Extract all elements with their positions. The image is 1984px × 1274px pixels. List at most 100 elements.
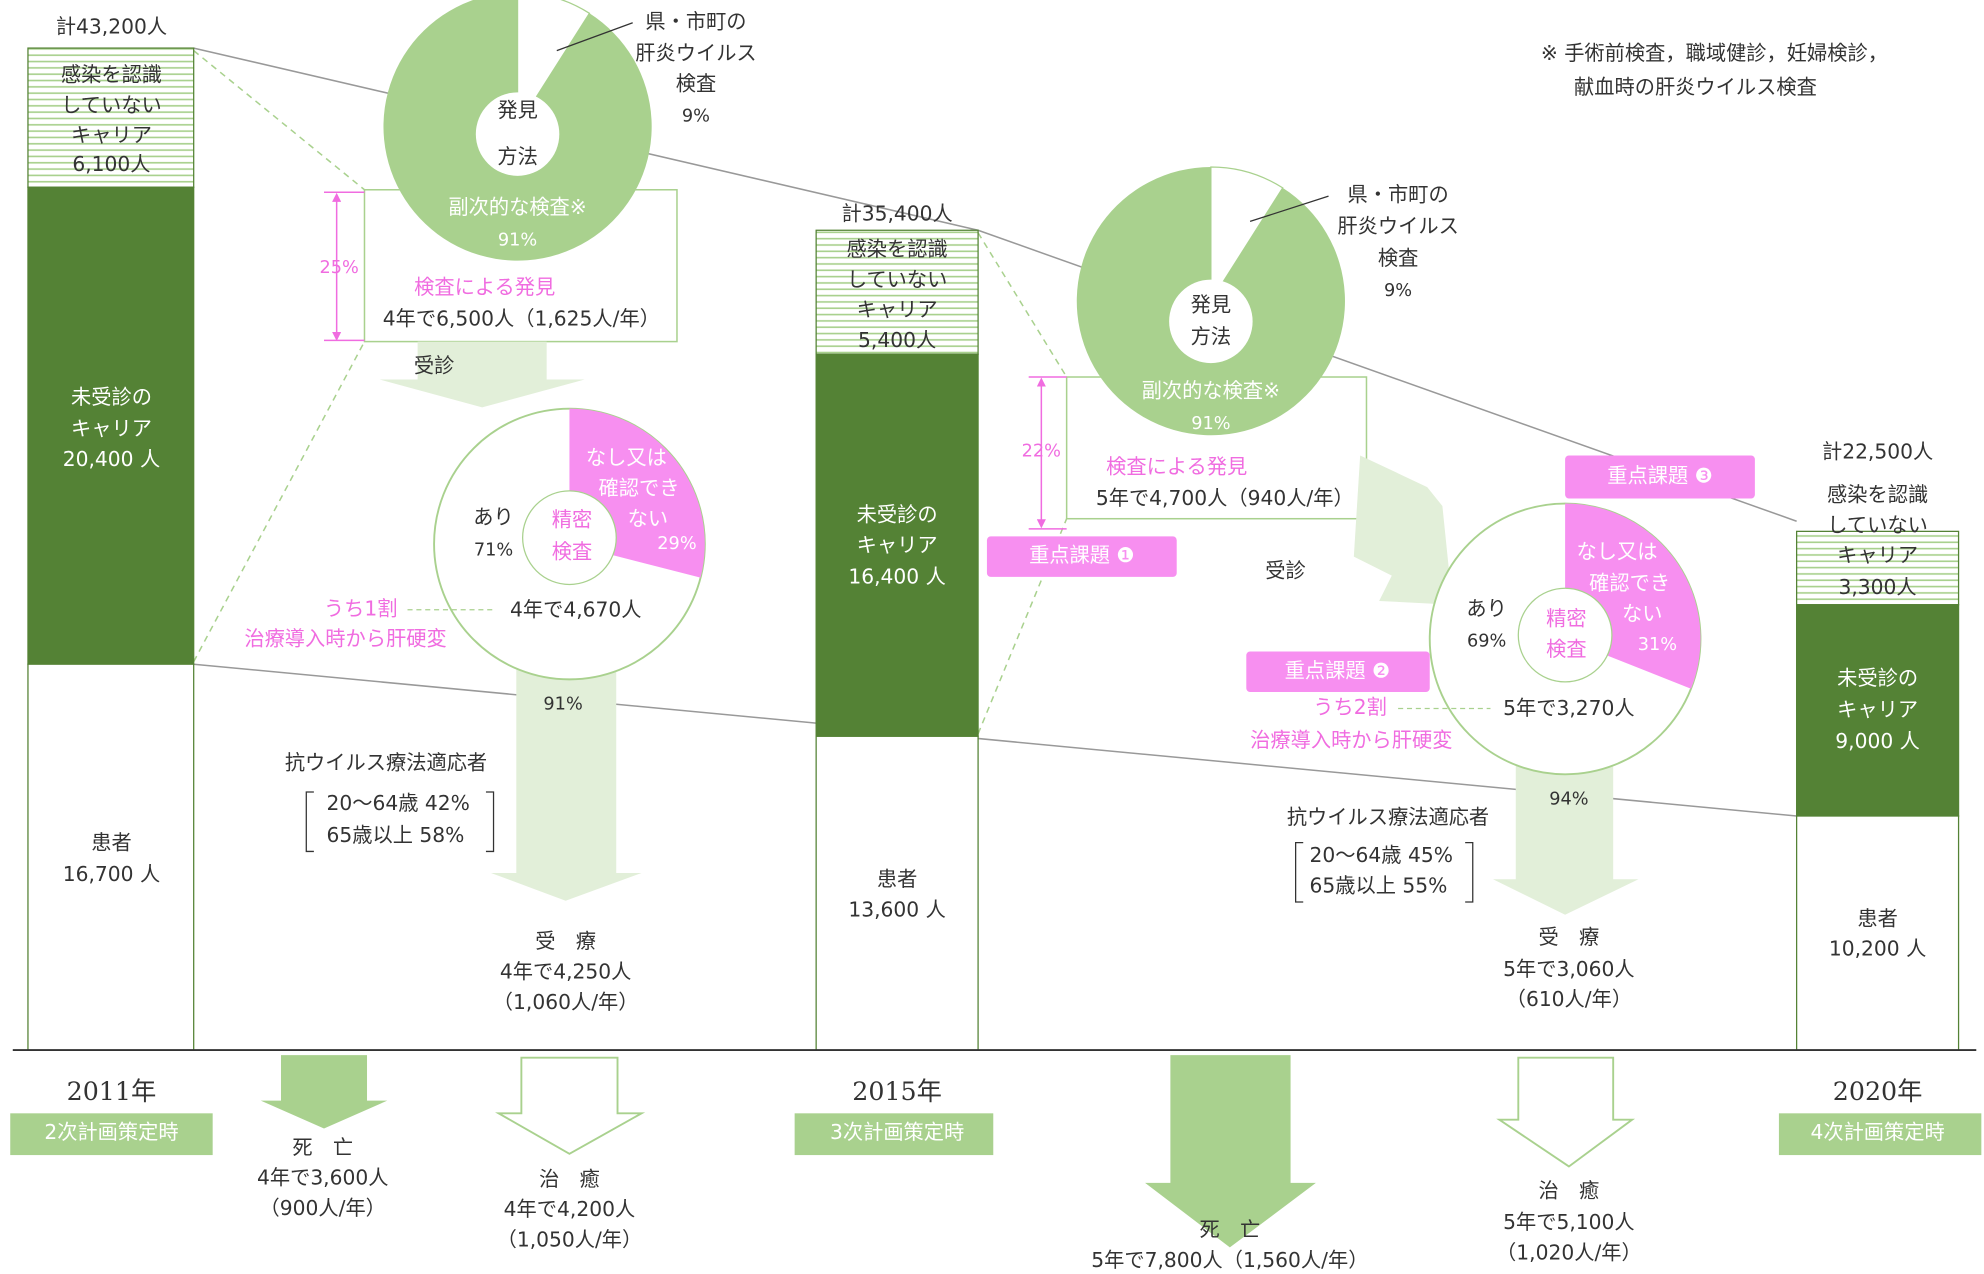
label: 29% <box>657 534 696 554</box>
label: 91% <box>1191 414 1230 434</box>
label: 計43,200人 <box>56 14 167 38</box>
label: 31% <box>1638 635 1677 655</box>
label: 治 癒 <box>1539 1178 1600 1202</box>
label: 感染を認識 <box>1827 482 1928 506</box>
label: 受診 <box>414 353 454 377</box>
label: 県・市町の <box>645 9 746 33</box>
label: 10,200 人 <box>1829 937 1926 961</box>
label: あり <box>1466 596 1506 620</box>
label: 抗ウイルス療法適応者 <box>1287 805 1489 829</box>
label: 未受診の <box>857 503 938 527</box>
label: 71% <box>474 540 513 560</box>
label: 検査 <box>1546 637 1586 661</box>
label: キャリア <box>1837 698 1918 722</box>
label: 検査による発見 <box>1106 455 1247 479</box>
columns <box>27 47 1960 1051</box>
label: 患者 <box>91 830 131 854</box>
label: （900人/年） <box>260 1196 386 1220</box>
label: 16,700 人 <box>63 862 160 886</box>
label: 抗ウイルス療法適応者 <box>285 751 487 775</box>
label: していない <box>1827 513 1928 537</box>
label: 4年で6,500人（1,625人/年） <box>383 307 660 331</box>
label: 未受診の <box>1837 666 1918 690</box>
label: キャリア <box>857 298 938 322</box>
label: 感染を認識 <box>61 62 162 86</box>
brackets <box>305 791 1474 903</box>
label: 未受診の <box>71 385 152 409</box>
issue-boxes <box>986 455 1755 693</box>
label: 9% <box>682 106 710 126</box>
label: キャリア <box>857 533 938 557</box>
outcome-arrows <box>260 1055 1636 1248</box>
label: キャリア <box>71 417 152 441</box>
label: ※ 手術前検査，職域健診，妊婦検診， <box>1541 41 1888 65</box>
label: 検査 <box>1378 246 1418 270</box>
label: 4年で4,250人 <box>500 959 632 983</box>
label: 91% <box>543 695 582 715</box>
label: 患者 <box>1857 906 1897 930</box>
label: 副次的な検査※ <box>1142 379 1280 403</box>
label: 5年で4,700人（940人/年） <box>1096 486 1354 510</box>
label: 受診 <box>1265 558 1305 582</box>
label: 肝炎ウイルス <box>1337 214 1458 238</box>
label: 5年で3,060人 <box>1503 957 1635 981</box>
label: 受 療 <box>535 929 596 953</box>
label: 2次計画策定時 <box>44 1120 178 1144</box>
label: 65歳以上 55% <box>1310 873 1448 897</box>
label: 16,400 人 <box>848 565 945 589</box>
label: 方法 <box>497 145 537 169</box>
label: うち1割 <box>324 596 398 620</box>
label: 確認でき <box>599 476 680 500</box>
label: （1,050人/年） <box>497 1228 643 1252</box>
label: 治療導入時から肝硬変 <box>1250 728 1452 752</box>
label: 死 亡 <box>1199 1217 1260 1241</box>
flow-arrows <box>379 341 1639 915</box>
label: 患者 <box>877 867 917 891</box>
label: 確認でき <box>1589 571 1670 595</box>
label: 死 亡 <box>292 1135 353 1159</box>
label: 検査 <box>552 539 592 563</box>
label: 発見 <box>497 98 537 122</box>
label: 精密 <box>552 508 592 532</box>
label: キャリア <box>1837 543 1918 567</box>
label: 5年で3,270人 <box>1503 696 1635 720</box>
label: 4次計画策定時 <box>1810 1120 1944 1144</box>
label: 計35,400人 <box>841 202 952 226</box>
label: 4年で3,600人 <box>257 1166 389 1190</box>
label: キャリア <box>71 123 152 147</box>
label: 検査 <box>676 71 716 95</box>
label: 副次的な検査※ <box>448 195 586 219</box>
label: 4年で4,670人 <box>510 598 642 622</box>
label: 献血時の肝炎ウイルス検査 <box>1574 75 1817 99</box>
label: 20～64歳 45% <box>1310 843 1453 867</box>
label: うち2割 <box>1313 695 1387 719</box>
label: 重点課題 ❶ <box>1029 543 1135 567</box>
label: 20～64歳 42% <box>327 791 470 815</box>
label: 94% <box>1549 790 1588 810</box>
label: 65歳以上 58% <box>327 823 465 847</box>
label: 3次計画策定時 <box>830 1120 964 1144</box>
label: なし又は <box>586 446 667 470</box>
label: なし又は <box>1577 539 1658 563</box>
plan-boxes <box>10 1113 1982 1156</box>
label: ない <box>628 506 668 530</box>
label: 20,400 人 <box>63 447 160 471</box>
label: （1,060人/年） <box>493 990 639 1014</box>
label: していない <box>61 93 162 117</box>
label: 5,400人 <box>858 328 936 352</box>
label: 5年で5,100人 <box>1503 1210 1635 1234</box>
label: 受 療 <box>1539 925 1600 949</box>
dashed-links <box>407 609 1491 710</box>
label: 検査による発見 <box>414 275 555 299</box>
label: 2015年 <box>852 1077 942 1106</box>
label: あり <box>473 505 513 529</box>
label: 計22,500人 <box>1822 439 1933 463</box>
label: 県・市町の <box>1348 183 1449 207</box>
label: 2020年 <box>1833 1077 1923 1106</box>
label: 3,300人 <box>1839 575 1917 599</box>
label: 4年で4,200人 <box>504 1197 636 1221</box>
label: 感染を認識 <box>847 237 948 261</box>
label: 91% <box>498 230 537 250</box>
pies <box>383 0 1702 776</box>
